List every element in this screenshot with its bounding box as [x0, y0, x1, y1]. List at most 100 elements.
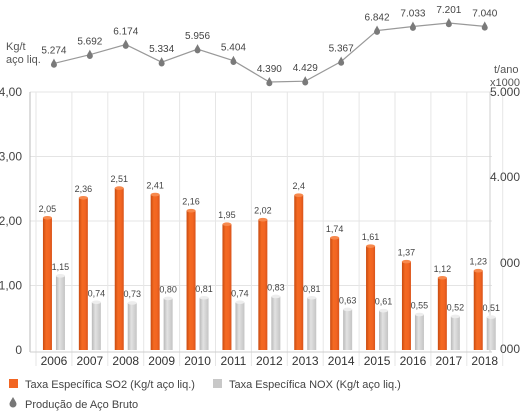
bar-so2	[294, 195, 304, 350]
production-value-label: 7.040	[472, 8, 497, 19]
bars	[42, 186, 496, 350]
year-label: 2008	[112, 354, 139, 368]
year-label: 2012	[256, 354, 283, 368]
production-point	[122, 39, 129, 49]
bar-so2-cap	[114, 186, 124, 190]
production-value-label: 4.390	[257, 64, 282, 75]
left-tick-label: 2,00	[0, 214, 22, 228]
bar-so2-cap	[437, 275, 447, 280]
so2-value-label: 2,41	[146, 181, 164, 191]
year-label: 2010	[184, 354, 211, 368]
bar-nox	[307, 297, 317, 350]
left-tick-label: 3,00	[0, 150, 22, 164]
production-value-label: 5.404	[221, 43, 246, 54]
bar-so2-cap	[330, 235, 340, 240]
year-label: 2015	[364, 354, 391, 368]
right-tick-label: 5.000	[490, 85, 520, 99]
production-point	[481, 21, 488, 31]
so2-value-label: 1,12	[434, 264, 452, 274]
legend-swatch-so2	[9, 379, 18, 388]
bar-so2	[258, 219, 268, 350]
nox-value-label: 0,81	[195, 284, 213, 294]
bar-so2	[150, 194, 160, 350]
production-point	[86, 49, 93, 59]
nox-value-label: 0,55	[411, 301, 429, 311]
bar-nox-cap	[235, 300, 245, 305]
bar-nox	[343, 309, 353, 350]
production-value-label: 6.174	[113, 27, 138, 38]
year-label: 2014	[328, 354, 355, 368]
production-point	[338, 56, 345, 66]
year-label: 2017	[435, 354, 462, 368]
so2-value-label: 2,4	[292, 181, 305, 191]
production-value-label: 4.429	[293, 63, 318, 74]
bar-nox-cap	[486, 315, 496, 319]
so2-value-label: 1,61	[362, 232, 380, 242]
nox-value-label: 0,73	[123, 289, 141, 299]
bar-so2	[78, 197, 88, 350]
bar-so2-cap	[401, 259, 411, 264]
nox-value-label: 0,80	[159, 284, 177, 294]
so2-value-label: 1,74	[326, 224, 344, 234]
production-point	[194, 44, 201, 54]
nox-value-label: 0,74	[88, 288, 106, 298]
bar-so2-cap	[366, 244, 376, 248]
bar-nox-cap	[307, 295, 317, 300]
legend-label-nox: Taxa Específica NOX (Kg/t aço liq.)	[229, 379, 401, 391]
so2-value-label: 1,37	[398, 248, 416, 258]
right-axis-title-line1: t/ano	[494, 64, 518, 76]
left-axis-title-line2: aço liq.	[6, 54, 41, 66]
bar-so2	[42, 217, 52, 350]
production-point	[302, 76, 309, 86]
grid	[30, 91, 504, 366]
bar-so2-cap	[222, 222, 232, 227]
so2-value-label: 1,95	[218, 210, 236, 220]
bar-nox	[271, 296, 281, 350]
production-point	[50, 58, 57, 68]
production-value-label: 5.692	[77, 37, 102, 48]
right-tick-label: 000	[500, 342, 520, 356]
bar-so2	[330, 237, 340, 350]
bar-so2	[401, 261, 411, 350]
legend-label-so2: Taxa Específica SO2 (Kg/t aço liq.)	[25, 379, 195, 391]
legend-label-production: Produção de Aço Bruto	[25, 399, 138, 411]
bar-so2-cap	[150, 192, 160, 197]
bar-nox-cap	[379, 308, 389, 313]
year-label: 2018	[471, 354, 498, 368]
production-point	[445, 18, 452, 28]
bar-so2	[186, 210, 196, 350]
right-tick-label: 000	[500, 256, 520, 270]
year-label: 2007	[76, 354, 103, 368]
bar-nox	[450, 316, 460, 350]
nox-value-label: 0,63	[339, 295, 357, 305]
bar-nox	[55, 275, 65, 350]
axes: 0 1,00 2,00 3,00 4,00 000 000 4.000 5.000	[0, 85, 520, 357]
drop-icon	[9, 397, 17, 408]
bar-nox	[199, 297, 209, 350]
bar-nox-cap	[163, 296, 173, 301]
bar-nox	[235, 302, 245, 350]
bar-so2	[114, 188, 124, 350]
labels: 2006 2007 2008 2009 2010 2011 2012 2013 2014 2015…	[39, 5, 500, 368]
production-point	[409, 21, 416, 31]
nox-value-label: 0,51	[482, 303, 500, 313]
nox-value-label: 0,74	[231, 288, 249, 298]
bar-so2-cap	[473, 268, 483, 273]
bar-nox-cap	[91, 300, 101, 305]
bar-nox	[414, 314, 424, 350]
right-tick-label: 4.000	[490, 170, 520, 184]
bar-nox-cap	[343, 307, 353, 312]
bar-so2-cap	[186, 208, 196, 213]
year-label: 2011	[221, 354, 247, 368]
production-value-label: 7.201	[436, 5, 461, 16]
bar-nox-cap	[55, 274, 65, 278]
bar-so2	[366, 246, 376, 350]
production-value-label: 5.367	[329, 43, 354, 54]
year-label: 2006	[41, 354, 68, 368]
nox-value-label: 0,81	[303, 284, 321, 294]
production-value-label: 7.033	[400, 9, 425, 20]
so2-value-label: 2,36	[75, 184, 93, 194]
bar-so2	[222, 224, 232, 350]
production-value-label: 6.842	[365, 13, 390, 24]
right-axis-title-line2: x1000	[490, 77, 520, 89]
